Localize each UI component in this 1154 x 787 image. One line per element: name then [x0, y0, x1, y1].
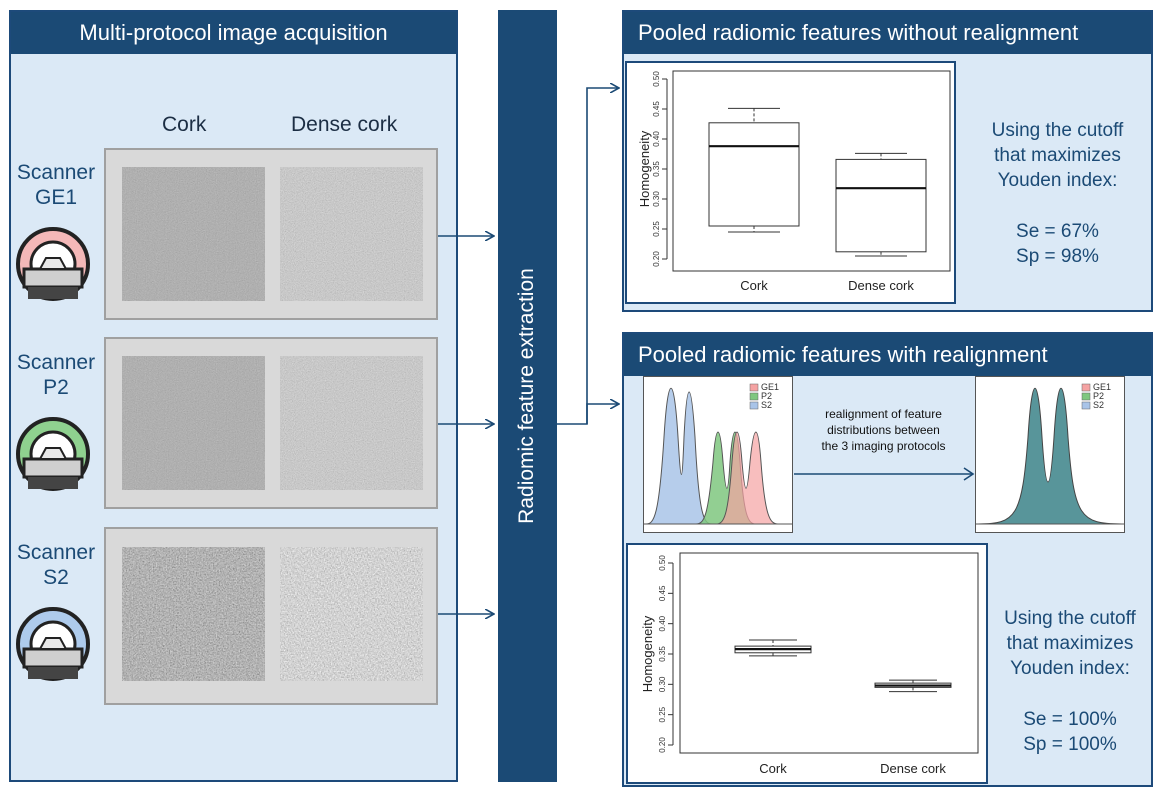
cork-scan-image-ge1 — [122, 167, 265, 301]
realignment-description: realignment of feature distributions bet… — [821, 407, 946, 453]
scan-row-s2 — [104, 527, 438, 705]
y-tick-label-2-4: 0.40 — [658, 615, 667, 631]
acquisition-title: Multi-protocol image acquisition — [11, 12, 456, 54]
legend-swatch-p2-after — [1081, 392, 1091, 401]
scanner-label-s2: Scanner S2 — [16, 541, 96, 589]
boxplot-without-realignment: 0.20 0.25 0.30 0.35 0.40 0.45 0.50 Homogeneity C… — [625, 61, 956, 304]
cork-scan-image-s2 — [122, 547, 265, 681]
legend-swatch-p2 — [749, 392, 759, 401]
boxplot-1-svg: 0.20 0.25 0.30 0.35 0.40 0.45 0.50 Homogeneity C… — [637, 70, 951, 293]
arrow-to-with-realignment — [586, 404, 619, 424]
y-tick-label-1-3: 0.35 — [652, 161, 661, 177]
ct-scanner-icon-ge1 — [16, 227, 90, 301]
realignment-arrow — [794, 467, 975, 481]
density-curve-ge1 — [715, 431, 779, 525]
density-plot-before: GE1 P2 S2 — [643, 376, 793, 533]
boxplot-2-svg: 0.20 0.25 0.30 0.35 0.40 0.45 0.50 Homogeneity C… — [640, 552, 979, 776]
legend-swatch-s2-after — [1081, 401, 1091, 410]
legend-label-p2: P2 — [761, 391, 772, 401]
legend-label-s2-after: S2 — [1093, 400, 1104, 410]
y-tick-label-1-2: 0.30 — [652, 191, 661, 207]
plot-frame-1 — [672, 70, 951, 272]
scan-row-ge1 — [104, 148, 438, 320]
dense-cork-scan-image-s2 — [280, 547, 423, 681]
category-label-2-0: Cork — [759, 761, 787, 776]
without-realignment-title: Pooled radiomic features without realign… — [624, 12, 1151, 54]
y-tick-label-1-1: 0.25 — [652, 221, 661, 237]
y-tick-label-2-0: 0.20 — [658, 737, 667, 753]
legend-label-s2: S2 — [761, 400, 772, 410]
y-tick-label-1-4: 0.40 — [652, 131, 661, 147]
scanner-label-ge1: Scanner GE1 — [16, 161, 96, 209]
y-tick-label-1-0: 0.20 — [652, 251, 661, 267]
density-after-svg: GE1 P2 S2 — [976, 382, 1124, 525]
with-realignment-title: Pooled radiomic features with realignmen… — [624, 334, 1151, 376]
y-tick-label-2-1: 0.25 — [658, 706, 667, 722]
legend-swatch-ge1 — [749, 383, 759, 392]
y-tick-label-1-6: 0.50 — [652, 71, 661, 87]
category-label-2-1: Dense cork — [880, 761, 946, 776]
legend-label-ge1-after: GE1 — [1093, 382, 1111, 392]
ct-scanner-icon-p2 — [16, 417, 90, 491]
y-axis-title-2: Homogeneity — [640, 615, 655, 692]
specificity-value-realigned: Sp = 100% — [1023, 734, 1117, 755]
scanner-label-p2: Scanner P2 — [16, 351, 96, 399]
feature-extraction-label: Radiomic feature extraction — [515, 268, 538, 524]
result-text-with-realignment: Using the cutoff that maximizes Youden i… — [990, 606, 1150, 757]
plot-frame-2 — [679, 552, 979, 754]
density-plot-after: GE1 P2 S2 — [975, 376, 1125, 533]
legend-swatch-s2 — [749, 401, 759, 410]
y-tick-label-2-5: 0.45 — [658, 585, 667, 601]
legend-label-p2-after: P2 — [1093, 391, 1104, 401]
y-tick-label-2-3: 0.35 — [658, 646, 667, 662]
cork-scan-image-p2 — [122, 356, 265, 490]
feature-extraction-bar — [498, 10, 557, 782]
scan-row-p2 — [104, 337, 438, 509]
density-curve-s2 — [645, 387, 713, 525]
legend-label-ge1: GE1 — [761, 382, 779, 392]
specificity-value: Sp = 98% — [1016, 246, 1099, 267]
result-text-without-realignment: Using the cutoff that maximizes Youden i… — [965, 118, 1150, 269]
y-tick-label-2-2: 0.30 — [658, 676, 667, 692]
density-before-svg: GE1 P2 S2 — [644, 382, 792, 525]
boxplot-with-realignment: 0.20 0.25 0.30 0.35 0.40 0.45 0.50 Homogeneity C… — [626, 543, 988, 784]
column-header-cork: Cork — [162, 113, 207, 136]
ct-scanner-icon-s2 — [16, 607, 90, 681]
box-1-1 — [835, 158, 927, 253]
dense-cork-scan-image-ge1 — [280, 167, 423, 301]
sensitivity-value: Se = 67% — [1016, 221, 1099, 242]
column-header-dense-cork: Dense cork — [291, 113, 398, 136]
aligned-density-curve — [977, 387, 1123, 525]
category-label-1-0: Cork — [740, 278, 768, 293]
legend-swatch-ge1-after — [1081, 383, 1091, 392]
category-label-1-1: Dense cork — [848, 278, 914, 293]
sensitivity-value-realigned: Se = 100% — [1023, 709, 1117, 730]
box-1-0 — [708, 122, 800, 227]
arrow-to-without-realignment — [557, 88, 619, 425]
y-axis-title-1: Homogeneity — [637, 130, 652, 207]
y-tick-label-2-6: 0.50 — [658, 555, 667, 571]
y-tick-label-1-5: 0.45 — [652, 101, 661, 117]
dense-cork-scan-image-p2 — [280, 356, 423, 490]
